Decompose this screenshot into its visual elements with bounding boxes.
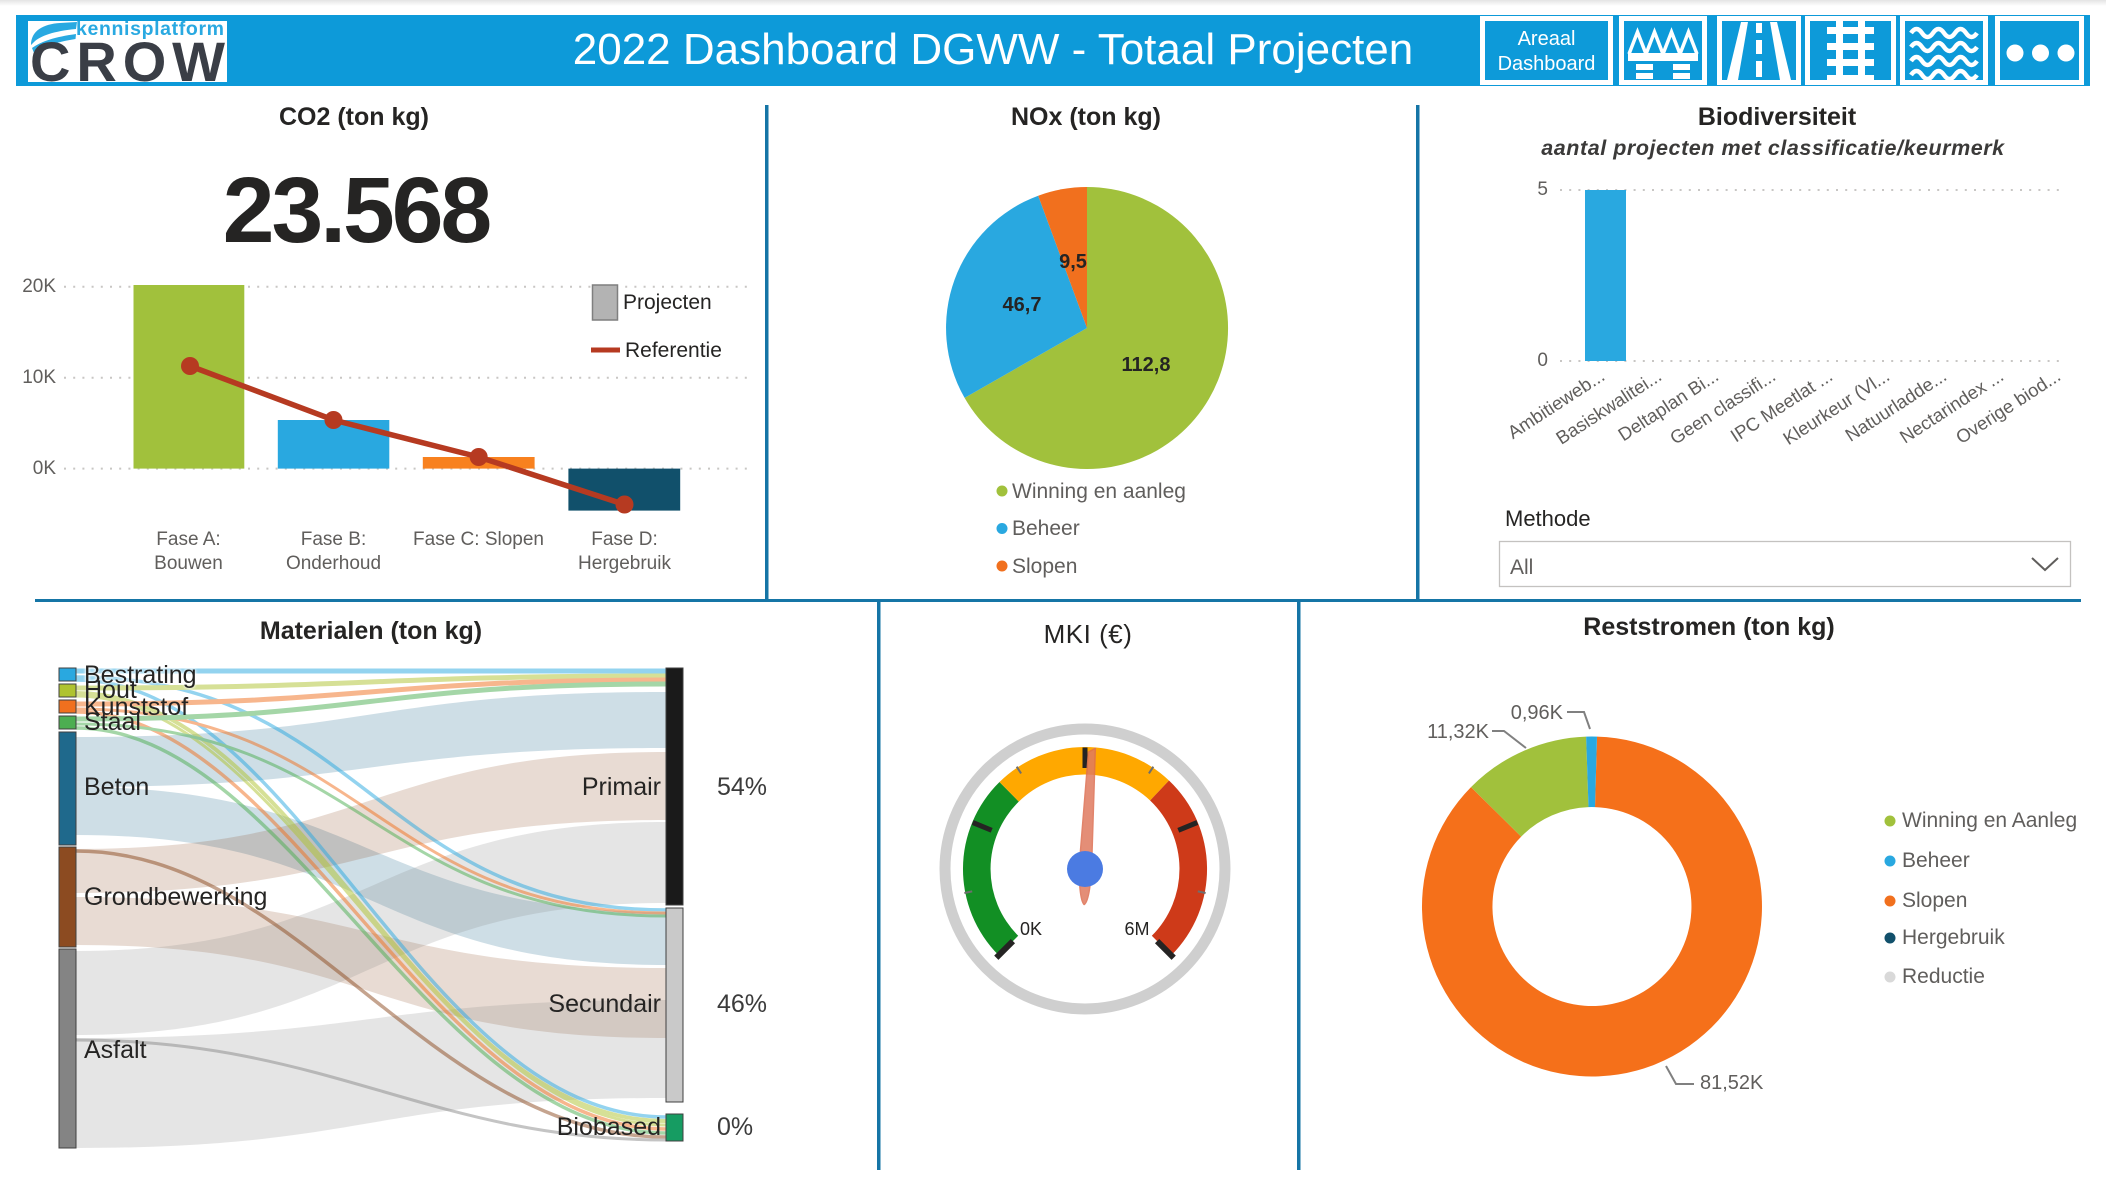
svg-text:Areaal: Areaal — [1518, 28, 1576, 50]
svg-text:kennisplatform: kennisplatform — [76, 18, 224, 40]
svg-text:2022 Dashboard DGWW - Totaal P: 2022 Dashboard DGWW - Totaal Projecten — [573, 25, 1413, 74]
svg-text:Dashboard: Dashboard — [1498, 53, 1596, 75]
svg-text:CROW: CROW — [30, 30, 225, 93]
